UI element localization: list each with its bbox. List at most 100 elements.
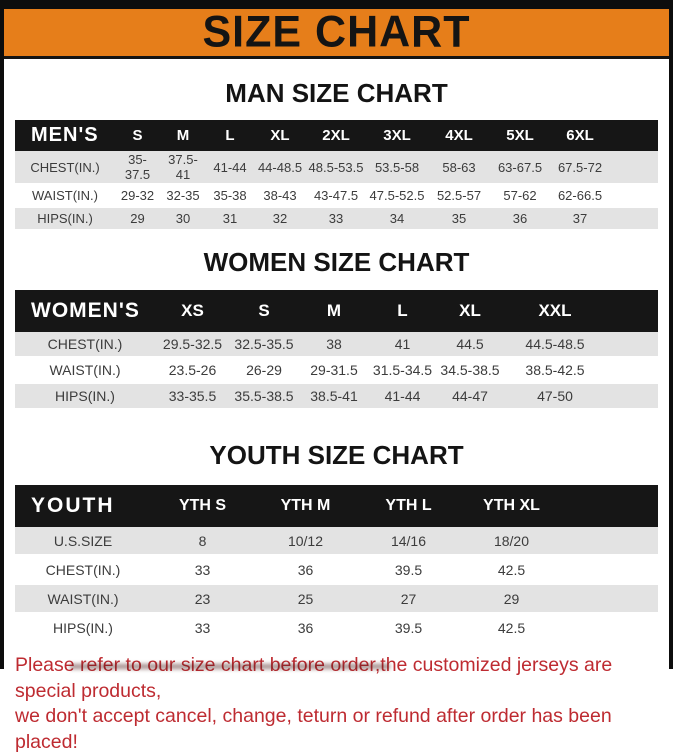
row-label: HIPS(IN.) <box>15 207 115 231</box>
size-value: 33 <box>306 207 366 231</box>
disclaimer-line-1: Please refer to our size chart before or… <box>15 654 613 702</box>
header-spacer <box>563 485 658 527</box>
size-value: 27 <box>357 584 460 614</box>
row-spacer <box>605 357 658 384</box>
size-chart-banner: SIZE CHART <box>0 9 673 59</box>
size-column-header: YTH M <box>254 485 357 527</box>
size-value: 31 <box>206 207 254 231</box>
man-size-table: MEN'S S M L XL 2XL 3XL 4XL 5XL 6XL CHEST(IN.) 35-37… <box>15 120 658 231</box>
size-value: 39.5 <box>357 613 460 643</box>
size-value: 44.5 <box>435 332 505 358</box>
content-area: MAN SIZE CHART MEN'S S M L XL 2XL 3XL 4XL 5XL 6XL… <box>0 78 673 643</box>
size-value: 41-44 <box>206 151 254 185</box>
size-value: 36 <box>254 555 357 585</box>
header-row: WOMEN'S XS S M L XL XXL <box>15 290 658 332</box>
top-border-bar <box>0 0 673 9</box>
size-value: 32-35 <box>160 184 206 208</box>
row-spacer <box>605 383 658 410</box>
size-column-header: XXL <box>505 290 605 332</box>
size-column-header: YTH L <box>357 485 460 527</box>
size-value: 23 <box>151 584 254 614</box>
women-size-table: WOMEN'S XS S M L XL XXL CHEST(IN.) 29.5-32.5 32.5… <box>15 290 658 410</box>
left-border-bar <box>0 0 4 669</box>
table-row: HIPS(IN.) 29 30 31 32 33 34 35 36 37 <box>15 207 658 231</box>
man-size-section: MAN SIZE CHART MEN'S S M L XL 2XL 3XL 4XL 5XL 6XL… <box>15 78 658 231</box>
size-value: 33 <box>151 555 254 585</box>
size-value: 29-31.5 <box>298 357 370 384</box>
size-value: 14/16 <box>357 527 460 556</box>
man-section-title: MAN SIZE CHART <box>225 78 448 108</box>
table-group-label: WOMEN'S <box>15 290 155 332</box>
size-value: 63-67.5 <box>490 151 550 185</box>
size-value: 35-38 <box>206 184 254 208</box>
table-row: WAIST(IN.) 29-32 32-35 35-38 38-43 43-47.5 47.… <box>15 184 658 208</box>
size-value: 29.5-32.5 <box>155 332 230 358</box>
size-value: 33 <box>151 613 254 643</box>
table-row: CHEST(IN.) 29.5-32.5 32.5-35.5 38 41 44.5 44.5… <box>15 332 658 358</box>
size-value: 38.5-42.5 <box>505 357 605 384</box>
size-value: 52.5-57 <box>428 184 490 208</box>
row-label: WAIST(IN.) <box>15 357 155 384</box>
size-value: 44.5-48.5 <box>505 332 605 358</box>
size-value: 32.5-35.5 <box>230 332 298 358</box>
size-value: 35.5-38.5 <box>230 383 298 410</box>
table-group-label: MEN'S <box>15 120 115 151</box>
size-value: 42.5 <box>460 613 563 643</box>
row-spacer <box>563 613 658 643</box>
size-column-header: YTH XL <box>460 485 563 527</box>
row-label: WAIST(IN.) <box>15 584 151 614</box>
size-value: 43-47.5 <box>306 184 366 208</box>
row-label: CHEST(IN.) <box>15 332 155 358</box>
table-row: WAIST(IN.) 23.5-26 26-29 29-31.5 31.5-34.5 34… <box>15 357 658 384</box>
size-value: 8 <box>151 527 254 556</box>
row-label: WAIST(IN.) <box>15 184 115 208</box>
women-size-section: WOMEN SIZE CHART WOMEN'S XS S M L XL XXL CHEST(… <box>15 247 658 410</box>
row-spacer <box>563 584 658 614</box>
size-column-header: 4XL <box>428 120 490 151</box>
size-value: 58-63 <box>428 151 490 185</box>
size-column-header: XL <box>254 120 306 151</box>
size-value: 31.5-34.5 <box>370 357 435 384</box>
youth-section-title: YOUTH SIZE CHART <box>209 440 464 470</box>
row-spacer <box>563 527 658 556</box>
row-label: U.S.SIZE <box>15 527 151 556</box>
size-column-header: YTH S <box>151 485 254 527</box>
disclaimer-line-2: we don't accept cancel, change, teturn o… <box>15 705 612 753</box>
size-value: 53.5-58 <box>366 151 428 185</box>
size-column-header: 2XL <box>306 120 366 151</box>
row-spacer <box>610 151 658 185</box>
table-row: HIPS(IN.) 33-35.5 35.5-38.5 38.5-41 41-44 44-… <box>15 383 658 410</box>
row-label: CHEST(IN.) <box>15 151 115 185</box>
size-value: 29 <box>460 584 563 614</box>
size-value: 42.5 <box>460 555 563 585</box>
header-row: MEN'S S M L XL 2XL 3XL 4XL 5XL 6XL <box>15 120 658 151</box>
size-column-header: S <box>230 290 298 332</box>
size-value: 36 <box>254 613 357 643</box>
table-row: CHEST(IN.) 33 36 39.5 42.5 <box>15 555 658 585</box>
women-section-title: WOMEN SIZE CHART <box>203 247 470 277</box>
row-label: HIPS(IN.) <box>15 613 151 643</box>
size-value: 41-44 <box>370 383 435 410</box>
size-value: 57-62 <box>490 184 550 208</box>
size-value: 26-29 <box>230 357 298 384</box>
row-spacer <box>563 555 658 585</box>
size-value: 29-32 <box>115 184 160 208</box>
table-row: CHEST(IN.) 35-37.5 37.5-41 41-44 44-48.5 48.5… <box>15 151 658 185</box>
size-value: 41 <box>370 332 435 358</box>
size-value: 44-48.5 <box>254 151 306 185</box>
size-value: 62-66.5 <box>550 184 610 208</box>
banner-title: SIZE CHART <box>202 7 471 57</box>
size-value: 67.5-72 <box>550 151 610 185</box>
size-value: 36 <box>490 207 550 231</box>
size-value: 33-35.5 <box>155 383 230 410</box>
table-group-label: YOUTH <box>15 485 151 527</box>
size-value: 18/20 <box>460 527 563 556</box>
header-row: YOUTH YTH S YTH M YTH L YTH XL <box>15 485 658 527</box>
size-value: 38-43 <box>254 184 306 208</box>
size-value: 32 <box>254 207 306 231</box>
youth-size-table: YOUTH YTH S YTH M YTH L YTH XL U.S.SIZE 8 10/12… <box>15 485 658 643</box>
size-value: 10/12 <box>254 527 357 556</box>
size-value: 37 <box>550 207 610 231</box>
size-value: 47.5-52.5 <box>366 184 428 208</box>
size-column-header: 5XL <box>490 120 550 151</box>
